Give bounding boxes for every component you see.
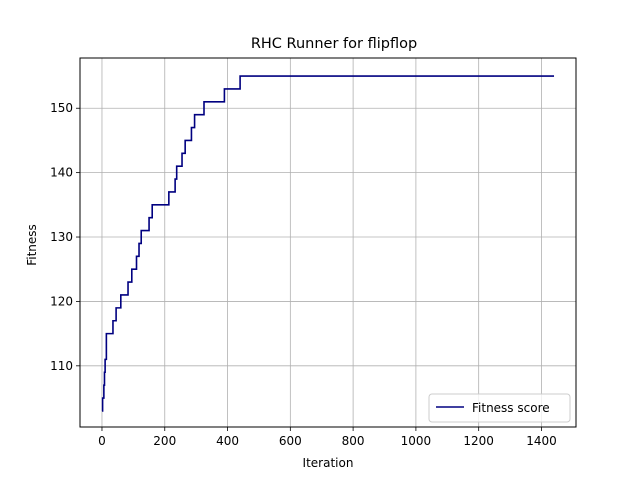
y-tick-label: 150 <box>50 101 73 115</box>
x-tick-label: 200 <box>153 434 176 448</box>
x-tick-label: 1000 <box>401 434 432 448</box>
y-axis-title: Fitness <box>25 224 39 266</box>
y-tick-label: 130 <box>50 230 73 244</box>
legend-box <box>428 393 571 423</box>
x-tick-label: 400 <box>216 434 239 448</box>
plot-frame <box>79 57 577 428</box>
x-tick-label: 0 <box>98 434 106 448</box>
x-axis-title: Iteration <box>303 456 354 470</box>
series-line <box>101 75 555 412</box>
legend: Fitness score <box>428 393 571 423</box>
x-tick-label: 1400 <box>526 434 557 448</box>
y-tick-label: 120 <box>50 294 73 308</box>
series-layer <box>101 75 555 412</box>
y-tick-label: 110 <box>50 359 73 373</box>
legend-label: Fitness score <box>472 401 550 415</box>
chart-title: RHC Runner for flipflop <box>251 36 417 52</box>
ticks: 0 200 400 600 800 1000 1200 1400 110 120 130 140 150 <box>50 101 557 448</box>
y-tick-label: 140 <box>50 166 73 180</box>
grid <box>80 58 576 427</box>
x-tick-label: 600 <box>279 434 302 448</box>
x-tick-label: 1200 <box>463 434 494 448</box>
x-tick-label: 800 <box>342 434 365 448</box>
